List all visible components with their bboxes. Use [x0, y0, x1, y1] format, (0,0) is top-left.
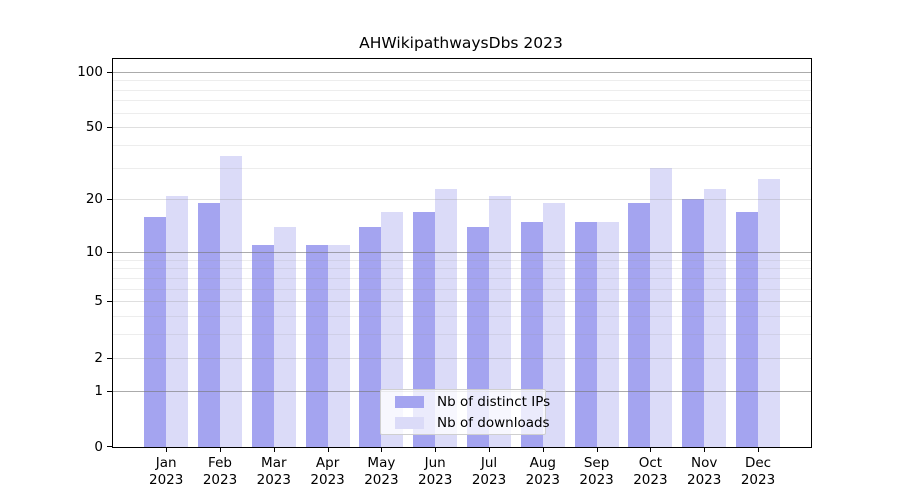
bar-downloads	[273, 226, 296, 447]
y-axis-tick-label: 2	[94, 349, 103, 366]
y-axis-tick	[107, 71, 112, 73]
y-axis-tick-label: 50	[85, 119, 103, 136]
bar-distinct-ips	[682, 199, 705, 447]
x-axis-tick-label-year: 2023	[740, 472, 776, 488]
x-axis-tick-label-year: 2023	[579, 472, 614, 488]
x-axis-tick-label-year: 2023	[364, 472, 399, 488]
x-axis-tick-label: Oct 2023	[615, 455, 685, 489]
bar-downloads	[381, 212, 404, 447]
bar-downloads	[758, 179, 780, 447]
bar-distinct-ips	[198, 203, 220, 447]
x-axis-tick-label-year: 2023	[202, 472, 238, 488]
bar-downloads	[596, 221, 619, 447]
y-axis-tick-label: 20	[85, 191, 103, 208]
x-axis-tick-label-year: 2023	[149, 472, 184, 488]
x-axis-tick	[435, 447, 437, 452]
plot-area: 0 1 2 5 10 20 50 100 Jan 2023 Feb 2023 Mar 2023 Apr 202…	[77, 58, 812, 488]
x-axis-tick-label-year: 2023	[525, 472, 560, 488]
x-axis-tick-label: Jun 2023	[400, 455, 470, 489]
y-axis-tick-label: 1	[94, 382, 103, 399]
x-axis-tick-label: Nov 2023	[669, 455, 739, 489]
legend-label-distinct-ips: Nb of distinct IPs	[437, 393, 551, 410]
bar-distinct-ips	[574, 221, 597, 447]
x-axis-tick	[758, 447, 759, 452]
y-axis-tick-label: 5	[94, 293, 103, 310]
x-axis-tick-label-year: 2023	[256, 472, 291, 488]
y-axis-tick	[107, 446, 112, 447]
x-axis-tick	[650, 447, 652, 452]
bar-downloads	[650, 167, 673, 447]
legend-swatch-distinct-ips	[395, 395, 424, 408]
bar-distinct-ips	[251, 244, 274, 447]
axis-layer: 0 1 2 5 10 20 50 100 Jan 2023 Feb 2023 Mar 2023 Apr 202…	[77, 59, 811, 488]
bar-distinct-ips	[359, 226, 382, 447]
y-axis-tick-label: 10	[85, 244, 103, 261]
legend-swatch-downloads	[395, 416, 424, 429]
x-axis-tick-label-year: 2023	[310, 472, 345, 488]
x-axis-tick	[489, 447, 490, 452]
bar-downloads	[489, 195, 511, 447]
legend: Nb of distinct IPs Nb of downloads	[380, 389, 550, 435]
x-axis-tick	[704, 447, 706, 452]
x-axis-tick-label-year: 2023	[471, 472, 507, 488]
bar-downloads	[166, 195, 189, 447]
bar-distinct-ips	[628, 203, 651, 447]
bar-distinct-ips	[144, 216, 167, 447]
x-axis-tick-label: Jan 2023	[131, 455, 201, 489]
y-axis-tick	[107, 390, 112, 392]
x-axis-tick	[596, 447, 598, 452]
x-axis-tick-label: May 2023	[346, 455, 416, 489]
x-axis-tick	[327, 447, 329, 452]
legend-row-downloads: Nb of downloads	[381, 414, 550, 431]
x-axis-tick-label: Mar 2023	[239, 455, 309, 489]
y-axis-tick	[107, 252, 112, 254]
x-axis-tick	[220, 447, 221, 452]
legend-label-downloads: Nb of downloads	[437, 414, 550, 431]
x-axis-tick	[381, 447, 383, 452]
x-axis-tick-label: Apr 2023	[293, 455, 363, 489]
bar-downloads	[435, 188, 458, 447]
y-axis-tick	[107, 301, 112, 303]
bar-downloads	[704, 188, 727, 447]
x-axis-tick-label: Jul 2023	[454, 455, 524, 489]
bar-downloads	[542, 203, 565, 447]
x-axis-tick-label: Feb 2023	[185, 455, 255, 489]
x-axis-tick	[273, 447, 275, 452]
x-axis-tick-label: Aug 2023	[508, 455, 578, 489]
x-axis-tick-label: Dec 2023	[723, 455, 793, 489]
x-axis-tick-label: Sep 2023	[562, 455, 632, 489]
y-axis-tick-label: 100	[77, 63, 103, 80]
x-axis-tick	[542, 447, 544, 452]
x-axis-tick	[166, 447, 168, 452]
bar-downloads	[327, 244, 350, 447]
bar-downloads	[220, 155, 242, 447]
x-axis-tick-label-year: 2023	[418, 472, 453, 488]
y-axis-tick	[107, 199, 112, 201]
x-axis-tick-label-year: 2023	[687, 472, 722, 488]
bar-distinct-ips	[305, 244, 328, 447]
y-axis-tick	[107, 127, 112, 129]
chart-title: AHWikipathwaysDbs 2023	[359, 34, 563, 52]
bar-distinct-ips	[413, 212, 436, 447]
bar-distinct-ips	[736, 212, 758, 447]
x-axis-tick-label-year: 2023	[633, 472, 668, 488]
y-axis-tick-label: 0	[94, 439, 103, 455]
y-axis-tick	[107, 357, 112, 359]
legend-row-distinct-ips: Nb of distinct IPs	[381, 393, 550, 410]
